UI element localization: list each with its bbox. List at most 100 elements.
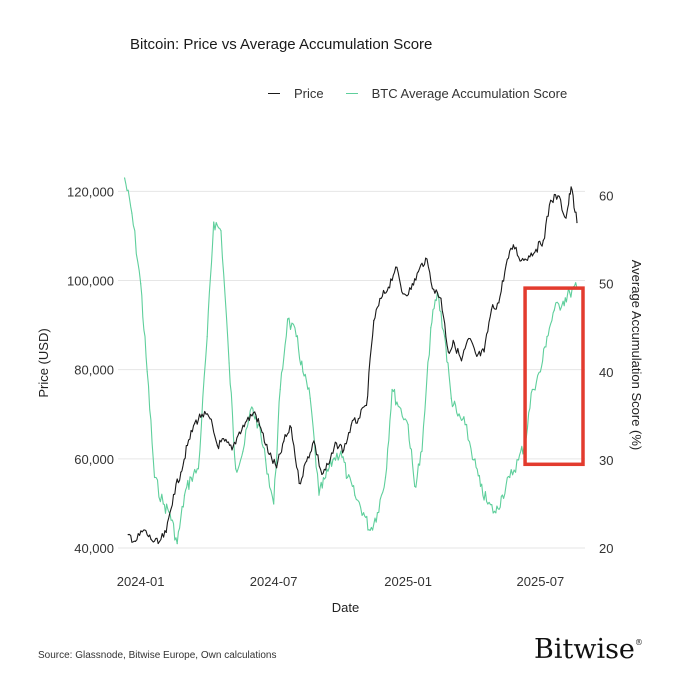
price-series-line-point <box>520 259 523 262</box>
price-series-line-point <box>134 540 137 542</box>
legend-swatch-score <box>345 93 358 94</box>
price-series-line-point <box>417 271 419 273</box>
price-series-line-point <box>127 534 129 536</box>
price-series-line-point <box>142 529 145 531</box>
y2-tick-label: 30 <box>599 453 613 468</box>
x-tick-label: 2025-01 <box>384 574 432 589</box>
price-series-line-point <box>238 431 240 433</box>
score-series-line-point <box>176 542 178 545</box>
price-series-line-point <box>440 297 442 299</box>
price-series-line-point <box>570 186 572 188</box>
score-series-line-point <box>346 476 349 479</box>
score-series-line-point <box>464 424 466 426</box>
score-series-line-point <box>487 503 489 505</box>
score-series-line-point <box>146 371 148 373</box>
price-series-line-point <box>224 440 226 442</box>
score-series-line-point <box>162 503 164 505</box>
y-tick-label: 60,000 <box>74 452 114 467</box>
price-series-line-point <box>290 427 292 429</box>
y2-tick-label: 20 <box>599 541 613 556</box>
price-series-line-point <box>321 473 323 476</box>
price-series-line-point <box>410 288 412 291</box>
price-series-line-point <box>483 351 485 353</box>
score-series-line-point <box>324 476 327 479</box>
score-series-line-point <box>302 371 304 373</box>
price-series-line-point <box>172 493 175 496</box>
score-series-line-point <box>265 459 267 461</box>
brand-text: Bitwise <box>534 634 635 665</box>
price-series-line-point <box>447 351 449 353</box>
price-series-line-point <box>209 418 211 420</box>
score-series-line-point <box>183 494 186 496</box>
score-series-line-point <box>362 512 365 514</box>
price-series-line-point <box>468 337 470 340</box>
score-series-line-point <box>444 335 446 338</box>
score-series-line-point <box>539 371 542 373</box>
score-series-line-point <box>479 485 482 487</box>
price-series-line-point <box>395 266 397 268</box>
price-series-line-point <box>216 444 218 447</box>
price-series-line-point <box>254 411 256 413</box>
price-series-line-point <box>283 440 285 442</box>
legend-label-score: BTC Average Accumulation Score <box>371 86 568 101</box>
score-series-line-point <box>407 424 409 426</box>
score-series-line-point <box>131 212 133 214</box>
price-series-line-point <box>305 460 308 462</box>
price-series-line-point <box>565 217 567 219</box>
score-series-line-point <box>279 388 281 391</box>
x-tick-label: 2024-01 <box>117 574 165 589</box>
price-series-line-point <box>357 418 360 420</box>
score-series-line-point <box>546 335 548 338</box>
score-series-line-point <box>376 512 379 514</box>
price-series-line-point <box>261 431 263 433</box>
score-series-line-point <box>501 494 504 496</box>
y-tick-label: 100,000 <box>67 274 114 289</box>
score-series-line-point <box>242 450 244 452</box>
price-series-line-point <box>380 297 382 299</box>
price-series-line-point <box>180 471 182 473</box>
price-series-line-point <box>402 293 404 295</box>
price-series-line-point <box>453 342 455 344</box>
price-series-line-point <box>557 195 559 197</box>
legend-item-price: Price <box>268 86 324 101</box>
score-series-line-point <box>206 335 208 338</box>
x-tick-label: 2025-07 <box>517 574 565 589</box>
score-series-line-point <box>286 318 289 320</box>
price-series-line-point <box>365 404 368 406</box>
price-series-line-point <box>373 320 375 322</box>
score-series-line-point <box>421 450 423 452</box>
score-series-line-point <box>553 309 555 311</box>
score-series-line-point <box>190 476 192 479</box>
score-series-line-point <box>414 485 416 487</box>
price-series-line-point <box>335 442 338 444</box>
legend-label-price: Price <box>294 86 324 101</box>
score-series-line-point <box>391 388 393 391</box>
price-series-line-point <box>528 255 530 257</box>
price-series-line-point <box>433 288 435 291</box>
score-series-line-point <box>123 177 126 179</box>
price-series-line-point <box>328 462 330 464</box>
price-series-line-point <box>535 248 537 250</box>
price-series-line-point <box>275 467 278 469</box>
price-series-line-point <box>350 424 352 427</box>
price-series-line-point <box>246 420 248 422</box>
score-series-line-point <box>430 327 432 329</box>
score-series-line-point <box>318 494 320 496</box>
y2-tick-label: 60 <box>599 189 613 204</box>
price-series-line-point <box>505 264 507 266</box>
score-series-line-point <box>450 397 452 399</box>
score-series-line-point <box>569 291 571 294</box>
source-note: Source: Glassnode, Bitwise Europe, Own c… <box>38 650 277 661</box>
y-tick-label: 80,000 <box>74 363 114 378</box>
price-series-line-point <box>343 449 345 451</box>
price-series-line-point <box>512 244 514 246</box>
score-series-line-point <box>531 388 533 391</box>
y2-axis-title: Average Accumulation Score (%) <box>629 260 644 451</box>
x-axis-title: Date <box>332 600 359 615</box>
score-series-line-point <box>228 362 230 364</box>
price-series-line-point <box>268 453 270 455</box>
price-series-line-point <box>201 413 203 415</box>
price-series-line-point <box>165 531 167 533</box>
